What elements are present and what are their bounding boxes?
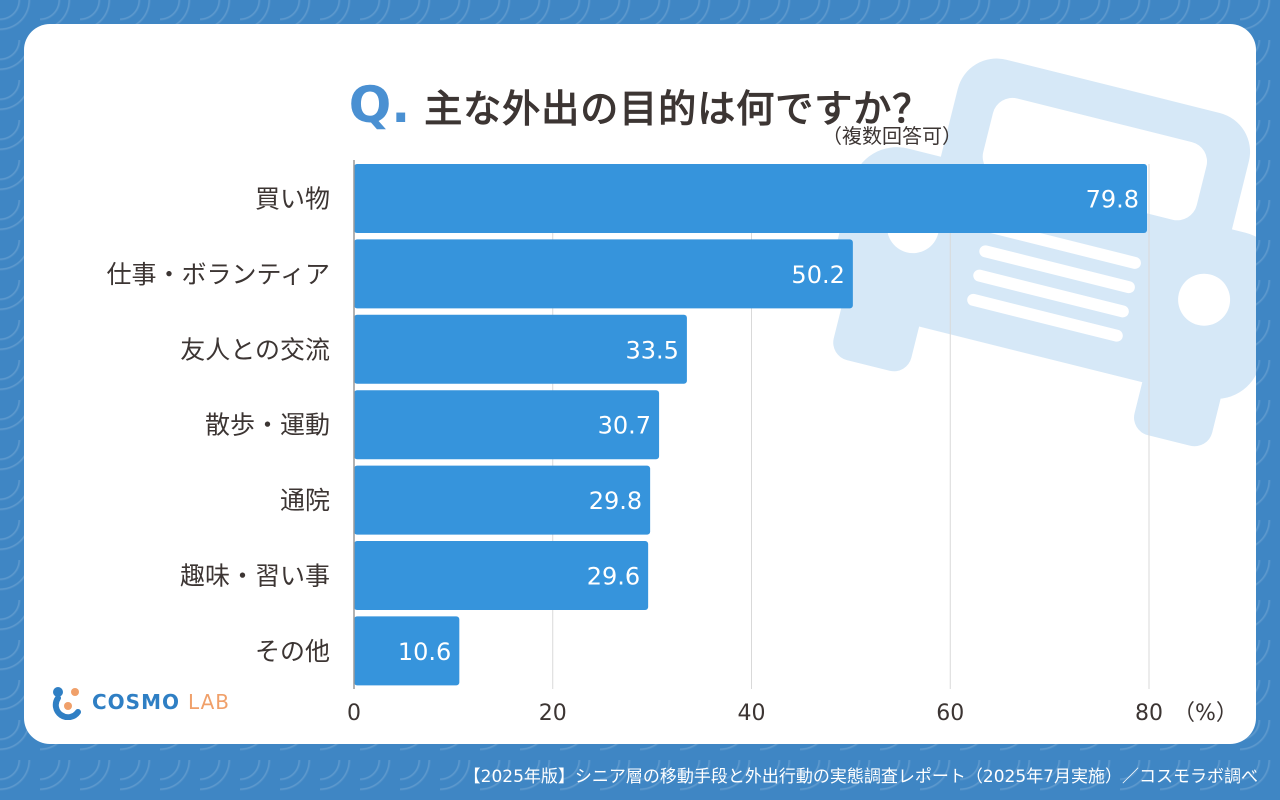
category-label: 趣味・習い事	[180, 562, 330, 591]
logo-icon	[52, 687, 81, 720]
title-row: Q. 主な外出の目的は何ですか？	[24, 76, 1256, 134]
source-footer: 【2025年版】シニア層の移動手段と外出行動の実態調査レポート（2025年7月実…	[463, 767, 1258, 787]
bar	[354, 541, 649, 610]
category-label: 通院	[280, 486, 330, 515]
bar-value-label: 29.6	[587, 563, 640, 591]
bar	[354, 390, 660, 460]
bar-value-label: 30.7	[598, 412, 651, 440]
logo-text: COSMO LAB	[92, 690, 230, 714]
bar-value-label: 79.8	[1086, 186, 1139, 214]
bar	[354, 616, 460, 686]
category-label: 仕事・ボランティア	[106, 260, 330, 289]
category-label: 友人との交流	[180, 335, 330, 364]
bar	[354, 314, 687, 384]
bar	[354, 164, 1148, 233]
bar-value-label: 33.5	[625, 336, 678, 364]
x-tick-label: 20	[539, 701, 567, 726]
category-label: その他	[255, 637, 330, 666]
chart-subtitle: （複数回答可）	[822, 124, 962, 148]
bar	[354, 465, 651, 535]
logo-suffix: LAB	[187, 690, 230, 714]
category-label: 買い物	[255, 185, 330, 214]
cosmo-lab-logo: COSMO LAB	[48, 684, 230, 720]
chart-card: Q. 主な外出の目的は何ですか？ （複数回答可） 79.8 買い物 50.2 仕事・ボ…	[24, 24, 1256, 744]
bar-value-label: 10.6	[398, 638, 451, 666]
bar-value-label: 50.2	[791, 261, 844, 289]
q-mark: Q.	[348, 76, 411, 134]
x-unit-label: （%）	[1173, 701, 1238, 726]
x-tick-label: 40	[738, 701, 766, 726]
bar-chart: 79.8 買い物 50.2 仕事・ボランティア 33.5 友人との交流 30.7 散歩・運動 2…	[106, 160, 1238, 726]
logo-name: COSMO	[92, 690, 180, 714]
x-tick-label: 0	[347, 701, 361, 726]
bar	[354, 239, 853, 309]
chart-title: 主な外出の目的は何ですか？	[424, 87, 932, 131]
x-tick-label: 80	[1135, 701, 1163, 726]
bar-value-label: 29.8	[589, 487, 642, 515]
x-tick-label: 60	[936, 701, 964, 726]
category-label: 散歩・運動	[205, 411, 330, 440]
